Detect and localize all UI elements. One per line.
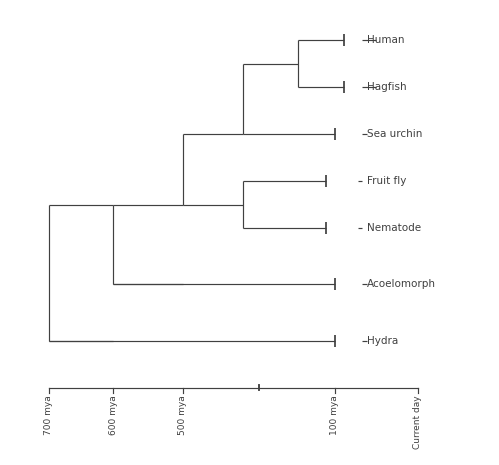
Text: Human: Human — [367, 35, 405, 45]
Text: Acoelomorph: Acoelomorph — [367, 279, 436, 289]
Text: 100 mya: 100 mya — [330, 395, 339, 435]
Text: Current day: Current day — [413, 395, 422, 449]
Text: 700 mya: 700 mya — [44, 395, 53, 435]
Text: 500 mya: 500 mya — [178, 395, 187, 435]
Text: Sea urchin: Sea urchin — [367, 129, 423, 139]
Text: 600 mya: 600 mya — [109, 395, 118, 435]
Text: Hydra: Hydra — [367, 336, 398, 345]
Text: Fruit fly: Fruit fly — [367, 176, 407, 186]
Text: Hagfish: Hagfish — [367, 82, 407, 92]
Text: Nematode: Nematode — [367, 223, 421, 233]
